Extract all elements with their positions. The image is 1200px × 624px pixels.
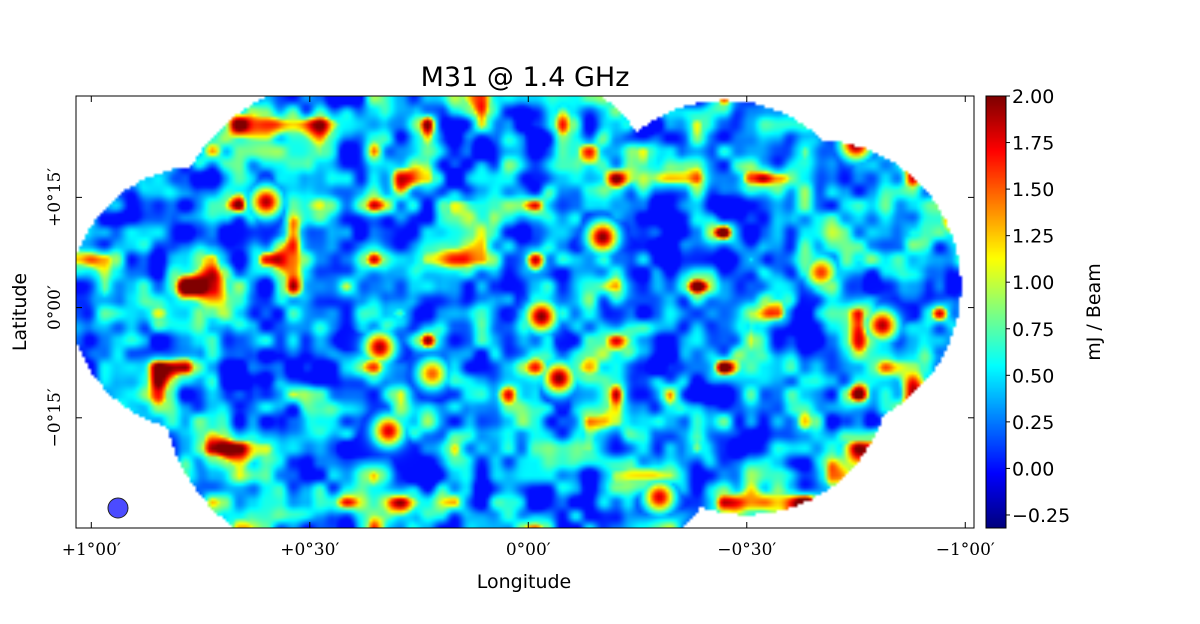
- x-tick-label: +0°30′: [280, 540, 339, 560]
- plot-frame: [75, 95, 975, 529]
- colorbar-tick-label: 2.00: [1012, 86, 1054, 108]
- colorbar-tick-label: 1.25: [1012, 226, 1054, 248]
- colorbar-tick-label: 1.00: [1012, 272, 1054, 294]
- map-area: +1°00′ +0°30′ 0°00′ −0°30′ −1°00′ +0°15′ 0°00…: [45, 95, 995, 560]
- heatmap-image: [76, 96, 974, 528]
- colorbar-label: mJ / Beam: [1083, 263, 1105, 360]
- chart-title: M31 @ 1.4 GHz: [421, 62, 630, 93]
- colorbar-tick-label: 1.75: [1012, 133, 1054, 155]
- colorbar-tick-label: 0.00: [1012, 458, 1054, 480]
- colorbar-tick-label: 0.75: [1012, 319, 1054, 341]
- x-tick-label: 0°00′: [506, 540, 551, 560]
- x-tick-label: −1°00′: [936, 540, 995, 560]
- x-axis-label: Longitude: [477, 571, 572, 593]
- colorbar-tick-label: 1.50: [1012, 179, 1054, 201]
- colorbar-gradient: [986, 96, 1006, 528]
- y-tick-label: +0°15′: [45, 168, 65, 227]
- x-tick-label: +1°00′: [62, 540, 121, 560]
- colorbar-tick-label: 0.25: [1012, 412, 1054, 434]
- y-tick-label: −0°15′: [45, 388, 65, 447]
- y-tick-group: +0°15′ 0°00′ −0°15′: [45, 168, 974, 447]
- colorbar-tick-label: 0.50: [1012, 365, 1054, 387]
- x-tick-group: +1°00′ +0°30′ 0°00′ −0°30′ −1°00′: [62, 96, 995, 560]
- colorbar-tick-group: 2.00 1.75 1.50 1.25 1.00 0.75 0.50 0.25 0.00 −0.2…: [1006, 86, 1070, 527]
- beam-marker: [107, 497, 129, 519]
- colorbar-frame: [985, 95, 1007, 529]
- y-axis-label: Latitude: [9, 273, 31, 351]
- y-tick-label: 0°00′: [45, 285, 65, 330]
- colorbar-tick-label: −0.25: [1012, 505, 1070, 527]
- colorbar: 2.00 1.75 1.50 1.25 1.00 0.75 0.50 0.25 0.00 −0.2…: [985, 86, 1105, 529]
- x-tick-label: −0°30′: [717, 540, 776, 560]
